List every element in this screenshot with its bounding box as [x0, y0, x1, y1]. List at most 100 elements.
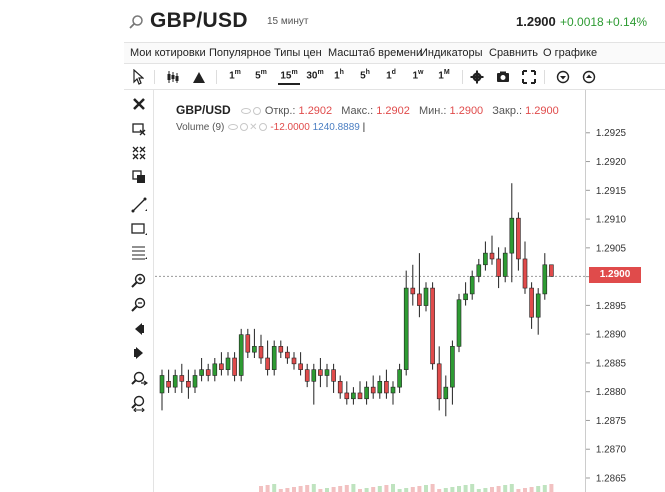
volume-bar [364, 488, 369, 492]
zoom-in-icon[interactable] [130, 272, 148, 290]
candle [377, 375, 383, 399]
candle-body [456, 299, 462, 347]
menu-price-types[interactable]: Типы цен [274, 47, 322, 59]
menu-my-quotes[interactable]: Мои котировки [130, 47, 206, 59]
volume-bar [404, 488, 409, 492]
candle-body [199, 369, 204, 376]
chart-toolbar: 1m 5m 15m 30m 1h 5h 1d 1w 1M [124, 64, 665, 90]
settings-ring-icon[interactable] [252, 107, 261, 116]
zoom-fit-icon[interactable] [130, 394, 148, 412]
candle [258, 334, 264, 364]
candle-body [344, 392, 350, 400]
remove-drawing-icon[interactable] [130, 120, 148, 138]
candle-body [502, 252, 508, 277]
volume-bar [344, 485, 349, 492]
candle [516, 212, 521, 271]
y-tick-label: 1.2875 [596, 416, 627, 427]
menu-indicators[interactable]: Индикаторы [420, 47, 483, 59]
trend-line-icon[interactable] [130, 196, 148, 214]
candle-body [298, 363, 303, 370]
drawing-tools [124, 90, 154, 492]
upload-icon[interactable] [582, 69, 596, 85]
candle [364, 381, 369, 405]
menu-time-scale[interactable]: Масштаб времени [328, 47, 423, 59]
settings-ring-icon[interactable] [240, 123, 249, 132]
candle [443, 375, 449, 417]
y-tick-label: 1.2920 [596, 157, 627, 168]
price-axis[interactable]: 1.2925 1.2920 1.2915 1.2910 1.2905 1.2900 1.28… [585, 90, 665, 492]
volume-bar [542, 485, 547, 492]
download-icon[interactable] [556, 69, 570, 85]
candle-body [549, 264, 554, 277]
volume-bar [371, 487, 376, 492]
y-tick-label: 1.2870 [596, 445, 627, 456]
y-tick-label: 1.2890 [596, 330, 627, 341]
ohlc-legend: GBP/USD Откр.: 1.2902 Макс.: 1.2902 Мин.… [176, 103, 565, 117]
candle-body [265, 357, 270, 370]
candle-body [357, 392, 363, 400]
tf-1m[interactable]: 1m [229, 69, 241, 82]
eye-icon[interactable] [240, 108, 251, 115]
tf-5h[interactable]: 5h [360, 69, 370, 82]
mountain-icon[interactable] [192, 69, 206, 85]
volume-bar [496, 486, 501, 492]
copy-icon[interactable] [130, 168, 148, 186]
candle [456, 293, 462, 353]
candle [232, 352, 237, 382]
toolbar-separator [154, 70, 155, 84]
candle [483, 241, 488, 271]
change-percent: +0.14% [606, 15, 648, 29]
volume-bar [278, 489, 283, 492]
y-tick-label: 1.2915 [596, 186, 627, 197]
scroll-right-icon[interactable] [130, 344, 148, 362]
candle-body [225, 357, 231, 370]
candle [357, 381, 363, 400]
change-absolute: +0.0018 [560, 15, 604, 29]
fibonacci-icon[interactable] [130, 244, 148, 262]
candle [225, 352, 231, 376]
candles-icon[interactable] [166, 69, 180, 85]
tf-1mo[interactable]: 1M [438, 69, 450, 82]
candle [238, 328, 244, 382]
menu-popular[interactable]: Популярное [209, 47, 272, 59]
zoom-out-icon[interactable] [130, 296, 148, 314]
candle-body [469, 276, 475, 295]
menu-compare[interactable]: Сравнить [489, 47, 539, 59]
volume-bar [516, 489, 521, 492]
eye-icon[interactable] [228, 124, 239, 131]
volume-bar [305, 485, 310, 492]
camera-icon[interactable] [496, 69, 510, 85]
gear-icon[interactable] [470, 69, 484, 85]
y-tick-label: 1.2910 [596, 215, 627, 226]
scroll-left-icon[interactable] [130, 320, 148, 338]
fullscreen-icon[interactable] [522, 69, 536, 85]
volume-bar [430, 484, 435, 492]
volume-change: -12.0000 [270, 122, 310, 133]
price-chart[interactable] [155, 90, 585, 492]
rectangle-icon[interactable] [130, 220, 148, 238]
tf-5m[interactable]: 5m [255, 69, 267, 82]
candle-body [535, 293, 541, 318]
search-icon[interactable] [128, 14, 144, 30]
candle-body [384, 381, 389, 394]
remove-all-icon[interactable] [130, 144, 148, 162]
candle [271, 340, 277, 376]
candle-body [443, 386, 449, 400]
candle [337, 375, 343, 399]
tf-1d[interactable]: 1d [386, 69, 396, 82]
candle [489, 235, 495, 265]
tf-1h[interactable]: 1h [334, 69, 344, 82]
tf-15m[interactable]: 15m [278, 69, 300, 85]
cursor-icon[interactable] [132, 69, 144, 85]
volume-bar [470, 484, 475, 492]
volume-bar [536, 486, 541, 492]
tf-30m[interactable]: 30m [306, 69, 324, 82]
remove-indicator-icon[interactable]: ✕ [249, 122, 258, 133]
candle [172, 369, 178, 393]
tf-1w[interactable]: 1w [412, 69, 424, 82]
zoom-reset-icon[interactable] [130, 370, 148, 388]
settings-ring-icon[interactable] [258, 123, 267, 132]
candle-body [496, 258, 501, 277]
close-icon[interactable] [130, 95, 148, 113]
menu-about-chart[interactable]: О графике [543, 47, 598, 59]
